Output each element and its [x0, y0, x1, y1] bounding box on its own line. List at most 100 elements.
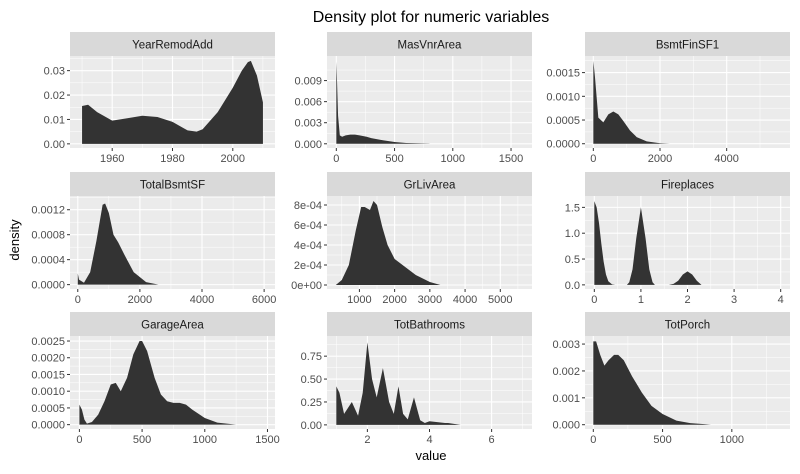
facet-TotalBsmtSF: TotalBsmtSF 0 2000 4000 6000 0.0000 0.0004 0.00…	[31, 172, 276, 306]
facet-TotPorch: TotPorch 0 500 1000 0.000 0.001 0.002 0.003	[552, 312, 790, 446]
x-tick-label: 1000	[441, 153, 465, 165]
x-tick-label: 0	[590, 434, 596, 446]
y-tick-label: 0.0000	[31, 280, 65, 292]
facet-strip	[585, 312, 790, 336]
x-tick-label: 0	[590, 153, 596, 165]
y-tick-label: 0.006	[294, 97, 322, 109]
density-area	[79, 341, 237, 425]
x-tick-label: 1000	[193, 434, 217, 446]
x-tick-label: 2000	[648, 153, 672, 165]
y-tick-label: 0.000	[552, 420, 580, 432]
y-tick-label: 0.0015	[546, 68, 580, 80]
y-tick-label: 0.009	[294, 76, 322, 88]
y-tick-label: 0.0008	[31, 230, 65, 242]
y-tick-label: 0.0000	[546, 139, 580, 151]
y-tick-label: 0.003	[552, 339, 580, 351]
x-tick-label: 4000	[714, 153, 738, 165]
y-tick-label: 0.02	[44, 90, 65, 102]
facet-strip-label: TotBathrooms	[394, 320, 465, 332]
y-tick-label: 0.000	[294, 139, 322, 151]
facet-strip-label: MasVnrArea	[398, 40, 463, 52]
facet-strip	[327, 172, 532, 196]
y-tick-label: 0.0012	[31, 205, 65, 217]
facet-strip	[327, 312, 532, 336]
x-tick-label: 2	[364, 434, 370, 446]
density-area	[77, 203, 159, 285]
y-tick-label: 1.0	[565, 228, 580, 240]
facet-strip-label: BsmtFinSF1	[656, 40, 719, 52]
facet-strip-label: TotPorch	[665, 320, 710, 332]
x-axis-title: value	[415, 448, 446, 463]
density-area	[82, 60, 263, 144]
density-area	[593, 341, 712, 425]
density-area	[593, 60, 670, 144]
density-area	[336, 342, 461, 425]
x-tick-label: 1980	[160, 153, 184, 165]
x-tick-label: 500	[385, 153, 403, 165]
x-tick-label: 4	[426, 434, 432, 446]
facet-strip-label: GrLivArea	[404, 180, 456, 192]
facet-MasVnrArea: MasVnrArea 0 500 1000 1500 0.000 0.003 0.006 0.0…	[294, 32, 532, 165]
y-tick-label: 0.0020	[31, 353, 65, 365]
x-tick-label: 0	[333, 153, 339, 165]
y-tick-label: 0.50	[301, 374, 322, 386]
x-tick-label: 1	[638, 294, 644, 306]
x-tick-label: 1960	[100, 153, 124, 165]
x-tick-label: 3	[731, 294, 737, 306]
facet-TotBathrooms: TotBathrooms 2 4 6 0.00 0.25 0.50 0.75	[301, 312, 532, 446]
y-tick-label: 0.002	[552, 366, 580, 378]
x-tick-label: 5000	[488, 294, 512, 306]
facet-strip	[327, 32, 532, 56]
y-tick-label: 0.0005	[31, 403, 65, 415]
facet-strip-label: Fireplaces	[661, 180, 714, 192]
y-tick-label: 0.003	[294, 118, 322, 130]
y-tick-label: 0.0004	[31, 255, 65, 267]
x-tick-label: 4	[778, 294, 784, 306]
x-tick-label: 0	[591, 294, 597, 306]
facet-GarageArea: GarageArea 0 500 1000 1500 0.0000 0.0005 0.0010…	[31, 312, 280, 446]
facet-strip-label: GarageArea	[141, 320, 204, 332]
x-tick-label: 0	[76, 434, 82, 446]
density-area	[594, 201, 702, 285]
y-tick-label: 0.00	[44, 139, 65, 151]
y-tick-label: 6e-04	[294, 220, 322, 232]
facet-GrLivArea: GrLivArea 1000 2000 3000 4000 5000 0e+00 2e-04 4…	[291, 172, 532, 306]
facet-YearRemodAdd: YearRemodAdd 1960 1980 2000 0.00 0.01 0.02 0.03	[44, 32, 275, 165]
y-tick-label: 0.03	[44, 66, 65, 78]
facet-strip-label: TotalBsmtSF	[140, 180, 205, 192]
y-tick-label: 0e+00	[291, 280, 322, 292]
y-tick-label: 0.0025	[31, 336, 65, 348]
y-tick-label: 1.5	[565, 202, 580, 214]
y-tick-label: 0.01	[44, 114, 65, 126]
y-tick-label: 2e-04	[294, 260, 322, 272]
x-tick-label: 500	[653, 434, 671, 446]
x-tick-label: 0	[75, 294, 81, 306]
x-tick-label: 4000	[190, 294, 214, 306]
plot-title: Density plot for numeric variables	[313, 9, 550, 26]
facet-strip	[70, 172, 275, 196]
x-tick-label: 1500	[499, 153, 523, 165]
x-tick-label: 1000	[347, 294, 371, 306]
x-tick-label: 500	[133, 434, 151, 446]
facet-strip	[70, 32, 275, 56]
x-tick-label: 6000	[252, 294, 276, 306]
y-tick-label: 0.25	[301, 397, 322, 409]
x-tick-label: 2000	[128, 294, 152, 306]
y-tick-label: 4e-04	[294, 240, 322, 252]
x-tick-label: 6	[489, 434, 495, 446]
facet-strip	[70, 312, 275, 336]
y-tick-label: 0.00	[301, 420, 322, 432]
y-tick-label: 0.5	[565, 254, 580, 266]
x-tick-label: 2000	[382, 294, 406, 306]
facet-Fireplaces: Fireplaces 0 1 2 3 4 0.0 0.5 1.0 1.5	[565, 172, 790, 306]
y-tick-label: 8e-04	[294, 200, 322, 212]
x-tick-label: 1000	[720, 434, 744, 446]
density-area	[336, 61, 430, 144]
y-tick-label: 0.0010	[31, 386, 65, 398]
y-tick-label: 0.0	[565, 280, 580, 292]
facet-BsmtFinSF1: BsmtFinSF1 0 2000 4000 0.0000 0.0005 0.0010 0.0…	[546, 32, 790, 165]
facet-strip	[585, 32, 790, 56]
x-tick-label: 1500	[255, 434, 279, 446]
